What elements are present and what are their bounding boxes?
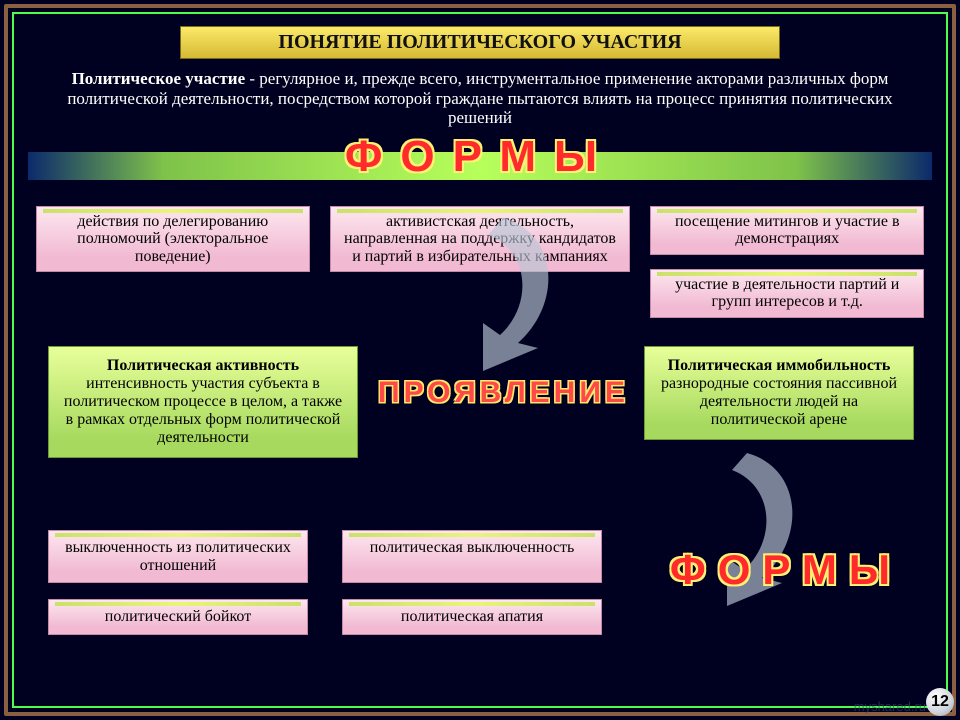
form-box-center: активистская деятельность, направленная … <box>330 206 631 273</box>
forms-row: действия по делегированию полномочий (эл… <box>18 206 942 318</box>
slide-number: 12 <box>926 688 954 716</box>
form-box-right-top: посещение митингов и участие в демонстра… <box>650 206 924 255</box>
bottom-box-c: политический бойкот <box>48 599 308 635</box>
definition-lead: Политическое участие <box>72 69 246 88</box>
bottom-box-b: политическая выключенность <box>342 530 602 583</box>
green-left-lead: Политическая активность <box>107 357 299 374</box>
forms-banner: ФОРМЫ <box>28 138 932 194</box>
form-col-right: посещение митингов и участие в демонстра… <box>650 206 924 318</box>
green-right-rest: разнородные состояния пассивной деятельн… <box>661 375 897 428</box>
slide-title: ПОНЯТИЕ ПОЛИТИЧЕСКОГО УЧАСТИЯ <box>180 26 780 59</box>
form-box-left: действия по делегированию полномочий (эл… <box>36 206 310 273</box>
green-left-rest: интенсивность участия субъекта в политич… <box>64 375 342 446</box>
slide-content: ПОНЯТИЕ ПОЛИТИЧЕСКОГО УЧАСТИЯ Политическ… <box>18 18 942 702</box>
green-right-lead: Политическая иммобильность <box>668 357 891 374</box>
watermark: myshared.ru <box>854 699 926 714</box>
manifestation-label: ПРОЯВЛЕНИЕ <box>378 376 629 410</box>
form-box-right-bottom: участие в деятельности партий и групп ин… <box>650 269 924 318</box>
definition-text: Политическое участие - регулярное и, пре… <box>18 69 942 136</box>
green-box-immobility: Политическая иммобильность разнородные с… <box>644 346 914 440</box>
green-box-activity: Политическая активность интенсивность уч… <box>48 346 358 458</box>
manifestation-row: Политическая активность интенсивность уч… <box>18 346 942 516</box>
bottom-area: выключенность из политических отношений … <box>18 526 942 686</box>
bottom-box-d: политическая апатия <box>342 599 602 635</box>
banner-text: ФОРМЫ <box>28 132 932 182</box>
bottom-forms-grid: выключенность из политических отношений … <box>48 530 602 635</box>
bottom-box-a: выключенность из политических отношений <box>48 530 308 583</box>
forms-label-2: ФОРМЫ <box>670 546 902 594</box>
